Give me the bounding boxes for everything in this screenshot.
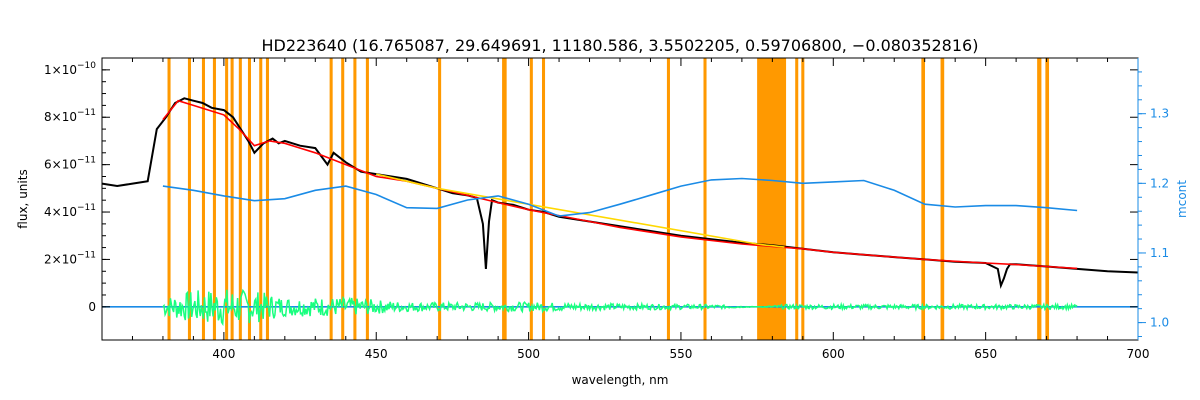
masked-band-2	[201, 58, 205, 340]
masked-band-13	[365, 58, 369, 340]
masked-band-25	[1037, 58, 1042, 340]
masked-band-21	[795, 58, 799, 340]
y-tick-label-1: 2×10−11	[44, 250, 96, 266]
series-3	[162, 177, 1078, 217]
masked-band-20	[757, 58, 787, 340]
y-tick-label-5: 1×10−10	[44, 61, 96, 77]
masked-band-18	[666, 58, 670, 340]
data-series	[101, 97, 1139, 327]
masked-band-10	[329, 58, 333, 340]
residual-series	[162, 288, 1078, 327]
x-tick-label-5: 650	[974, 347, 997, 361]
y-tick-label-3: 6×10−11	[44, 156, 96, 172]
masked-band-7	[247, 58, 252, 340]
masked-band-22	[801, 58, 805, 340]
masked-band-4	[225, 58, 229, 340]
masked-band-12	[353, 58, 357, 340]
x-tick-label-3: 550	[669, 347, 692, 361]
y-tick-label-4: 8×10−11	[44, 108, 96, 124]
x-tick-label-6: 700	[1127, 347, 1150, 361]
y-axis-label: flux, units	[16, 169, 30, 228]
masked-band-1	[187, 58, 191, 340]
x-axis-label: wavelength, nm	[572, 373, 669, 387]
series-1	[162, 99, 1078, 270]
x-tick-label-2: 500	[517, 347, 540, 361]
masked-band-11	[341, 58, 345, 340]
y-tick-label-2: 4×10−11	[44, 203, 96, 219]
masked-band-8	[259, 58, 263, 340]
masked-band-9	[265, 58, 269, 340]
masked-band-14	[438, 58, 442, 340]
y2-tick-label-3: 1.3	[1150, 107, 1169, 121]
masked-band-5	[230, 58, 234, 340]
masked-band-15	[502, 58, 507, 340]
masked-band-26	[1045, 58, 1050, 340]
x-tick-label-4: 600	[822, 347, 845, 361]
masked-wavelength-bands	[167, 58, 1050, 340]
right-axis-ticks: 1.0 1.1 1.2 1.3	[1137, 58, 1169, 340]
masked-band-17	[541, 58, 546, 340]
masked-band-19	[703, 58, 707, 340]
right-axis-label: mcont	[1175, 180, 1189, 218]
y2-tick-label-1: 1.1	[1150, 246, 1169, 260]
masked-band-16	[529, 58, 533, 340]
x-tick-label-1: 450	[365, 347, 388, 361]
masked-band-3	[212, 58, 216, 340]
series-0	[101, 97, 1139, 289]
y2-tick-label-2: 1.2	[1150, 176, 1169, 190]
left-axis-ticks: 0 2×10−11 4×10−11 6×10−11 8×10−11 1×10−10	[44, 61, 1138, 314]
chart-title: HD223640 (16.765087, 29.649691, 11180.58…	[262, 36, 979, 55]
x-tick-label-0: 400	[212, 347, 235, 361]
bottom-axis-ticks: 400 450 500 550 600 650 700	[131, 58, 1150, 361]
y-tick-label-0: 0	[88, 300, 96, 314]
series-2	[376, 173, 785, 248]
masked-band-0	[167, 58, 171, 340]
masked-band-24	[940, 58, 945, 340]
masked-band-23	[921, 58, 926, 340]
y2-tick-label-0: 1.0	[1150, 316, 1169, 330]
